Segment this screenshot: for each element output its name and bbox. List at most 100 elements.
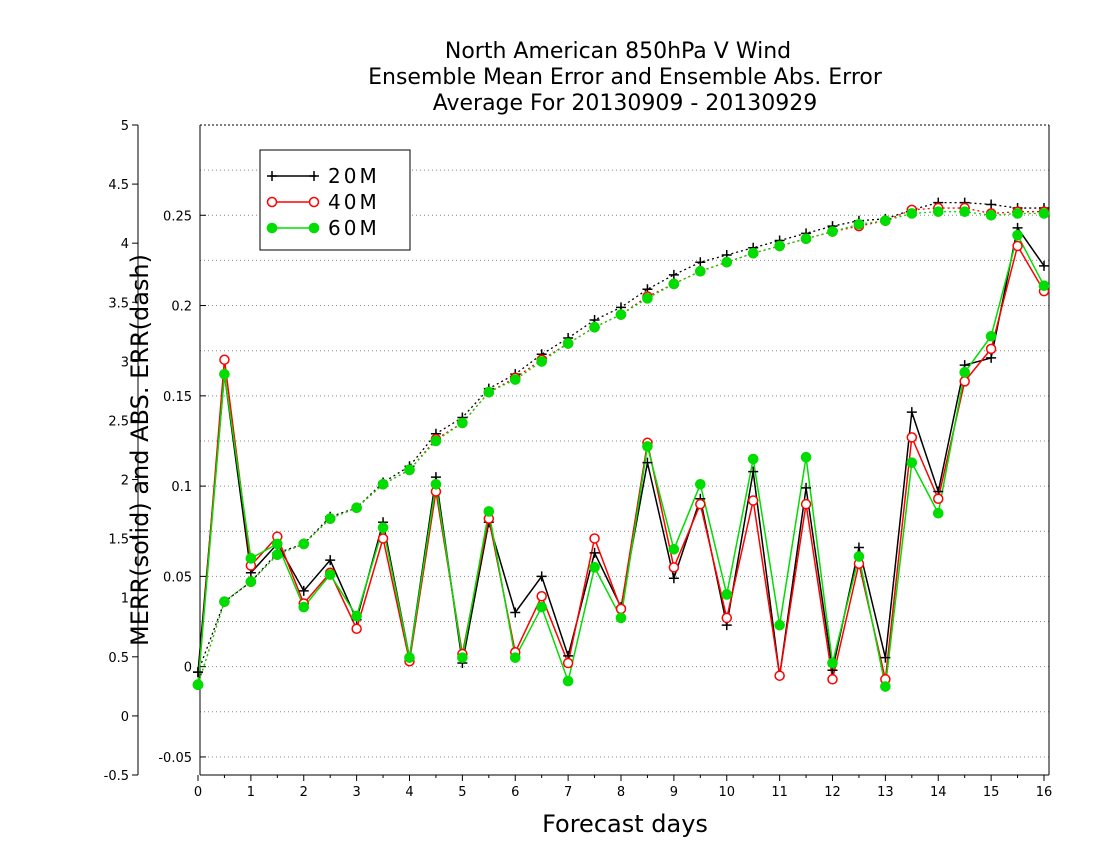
series-40M-merr-point: [668, 562, 680, 573]
series-60M-merr-point: [695, 479, 706, 490]
series-60M-abs-err-point: [298, 538, 310, 550]
series-20M-abs-err-point: [986, 199, 997, 210]
series-60M-abs-err-point: [509, 374, 521, 385]
inner-y-tick-label: 0.15: [163, 390, 192, 405]
series-60M-abs-err-point: [668, 278, 680, 290]
series-60M-abs-err-point: [377, 479, 389, 490]
series-40M-merr-point: [800, 498, 812, 510]
legend-label-60M: 60M: [328, 216, 380, 240]
series-60M-abs-err-point: [959, 206, 970, 217]
inner-y-tick-label: 0.2: [171, 300, 192, 315]
series-20M-merr-point: [748, 466, 759, 477]
series-40M-merr-point: [589, 533, 600, 544]
outer-y-tick-label: 2: [121, 474, 129, 489]
series-20M-merr-point: [801, 482, 812, 493]
series-40M-merr-point: [959, 376, 970, 387]
series-60M-abs-err-point: [615, 309, 627, 320]
series-60M-abs-err-point: [695, 265, 706, 277]
series-40M-merr-point: [536, 591, 547, 602]
series-60M-abs-err-point: [272, 549, 283, 561]
series-60M-abs-err-point: [774, 240, 785, 252]
series-60M-merr-point: [351, 610, 362, 622]
series-60M-merr-point: [324, 569, 336, 580]
outer-y-tick-label: 1.5: [108, 533, 129, 548]
series-60M-merr-point: [377, 522, 389, 533]
x-tick-label: 5: [458, 785, 466, 800]
series-40M-merr-point: [695, 498, 706, 510]
series-60M-abs-err-point: [536, 356, 547, 367]
x-tick-label: 3: [352, 785, 360, 800]
legend-label-40M: 40M: [328, 190, 380, 214]
series-40M-merr-point: [562, 657, 574, 669]
series-60M-merr-point: [827, 657, 838, 669]
series-60M-abs-err-point: [457, 417, 468, 429]
chart-title-line-3: Average For 20130909 - 20130929: [433, 91, 818, 116]
outer-y-tick-label: 3.5: [108, 296, 129, 311]
outer-y-tick-label: -0.5: [104, 769, 129, 784]
series-20M-merr-point: [510, 607, 521, 618]
outer-y-tick-label: 0.5: [108, 651, 129, 666]
series-60M-abs-err-point: [1038, 208, 1050, 219]
series-40M-merr-point: [827, 674, 838, 685]
series-40M-merr-point: [219, 354, 230, 365]
series-60M-abs-err-point: [324, 513, 336, 524]
x-tick-label: 4: [405, 785, 413, 800]
series-40M-merr-point: [933, 493, 944, 504]
series-40M-merr-point: [721, 612, 732, 624]
outer-y-tick-label: 4: [121, 237, 129, 252]
series-20M-abs-err-point: [668, 269, 679, 280]
series-20M-merr-point: [906, 407, 917, 418]
x-tick-label: 9: [670, 785, 678, 800]
series-60M-abs-err-point: [880, 215, 891, 226]
series-layer: [192, 197, 1050, 692]
series-60M-merr-point: [985, 330, 997, 342]
series-60M-merr-point: [747, 453, 759, 465]
series-40M-merr-point: [1012, 240, 1023, 252]
series-60M-abs-err-point: [589, 321, 600, 333]
series-60M-merr-point: [721, 589, 733, 600]
series-60M-merr-point: [562, 675, 574, 687]
series-60M-merr-point: [668, 544, 680, 555]
series-60M-abs-err-point: [219, 596, 230, 607]
x-tick-label: 13: [877, 785, 894, 800]
series-40M-merr-point: [747, 495, 759, 506]
series-20M-abs-err-point: [695, 257, 706, 268]
x-tick-label: 6: [511, 785, 519, 800]
series-60M-abs-err-point: [245, 576, 257, 588]
legend-marker-20M: [309, 171, 319, 181]
series-60M-abs-err-point: [800, 233, 812, 245]
axes-layer: 0 1 2 3 4 5 6 7 8 9 10 11 12 13 14 15 16-0.0500.050.10.1…: [104, 119, 1053, 800]
series-60M-merr-point: [1038, 280, 1050, 291]
series-20M-merr-point: [668, 573, 679, 584]
series-60M-abs-err-point: [483, 386, 495, 398]
series-60M-merr-point: [404, 652, 415, 663]
series-60M-merr-point: [589, 562, 600, 573]
series-20M-merr-point: [880, 652, 891, 663]
series-60M-abs-err-point: [430, 435, 442, 447]
series-60M-merr-point: [272, 538, 283, 550]
legend-label-20M: 20M: [328, 164, 380, 188]
series-60M-merr-point: [853, 551, 865, 562]
legend-marker-20M: [267, 171, 277, 181]
series-60M-merr-point: [245, 553, 257, 564]
series-60M-merr-point: [219, 368, 230, 380]
series-60M-merr-point: [430, 479, 442, 490]
series-40M-merr-point: [906, 432, 918, 443]
legend-marker-40M: [266, 196, 278, 208]
series-60M-merr-point: [959, 367, 970, 378]
series-20M-merr-point: [536, 571, 547, 582]
outer-y-tick-label: 4.5: [108, 178, 129, 193]
series-60M-merr-point: [906, 457, 918, 468]
series-40M-merr-point: [985, 343, 997, 355]
series-60M-abs-err-point: [827, 226, 838, 237]
x-tick-label: 8: [617, 785, 625, 800]
outer-y-tick-label: 1: [121, 592, 129, 607]
series-60M-abs-err-point: [985, 209, 997, 221]
x-tick-label: 15: [983, 785, 1000, 800]
series-60M-merr-point: [642, 441, 653, 452]
x-axis-label: Forecast days: [542, 810, 708, 838]
x-tick-label: 1: [247, 785, 255, 800]
legend-marker-40M: [308, 196, 320, 208]
